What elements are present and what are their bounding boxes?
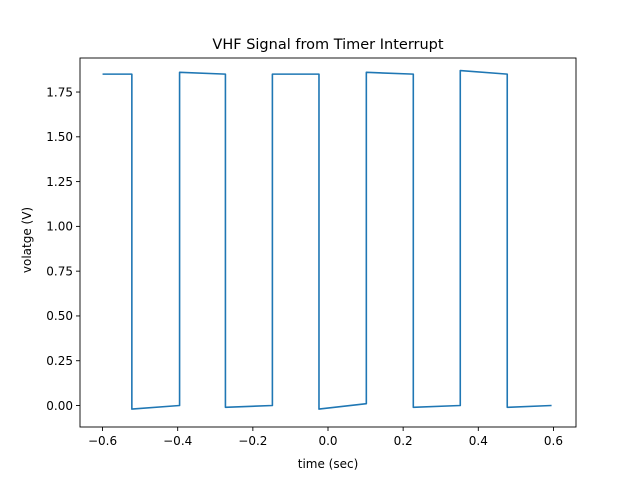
y-tick-label: 1.75 bbox=[46, 85, 73, 99]
x-tick-label: 0.0 bbox=[318, 434, 337, 448]
y-tick-label: 0.00 bbox=[46, 399, 73, 413]
y-tick-label: 1.50 bbox=[46, 130, 73, 144]
y-tick-label: 0.50 bbox=[46, 309, 73, 323]
x-tick-label: −0.2 bbox=[238, 434, 267, 448]
y-tick-label: 1.00 bbox=[46, 220, 73, 234]
plot-area: −0.6 −0.4 −0.2 0.0 0.2 0.4 0.6 0.00 0.25 0.50 0.75… bbox=[46, 57, 577, 448]
x-tick-label: 0.4 bbox=[469, 434, 488, 448]
x-tick-label: −0.4 bbox=[163, 434, 192, 448]
x-tick-label: −0.6 bbox=[88, 434, 117, 448]
x-tick-label: 0.6 bbox=[544, 434, 563, 448]
y-tick-label: 1.25 bbox=[46, 175, 73, 189]
x-tick-label: 0.2 bbox=[394, 434, 413, 448]
series-line-0 bbox=[102, 69, 552, 410]
y-tick-label: 0.25 bbox=[46, 354, 73, 368]
chart-title: VHF Signal from Timer Interrupt bbox=[212, 37, 443, 53]
y-tick-label: 0.75 bbox=[46, 264, 73, 278]
x-axis-label: time (sec) bbox=[298, 457, 359, 471]
y-axis-label: volatge (V) bbox=[20, 207, 34, 273]
